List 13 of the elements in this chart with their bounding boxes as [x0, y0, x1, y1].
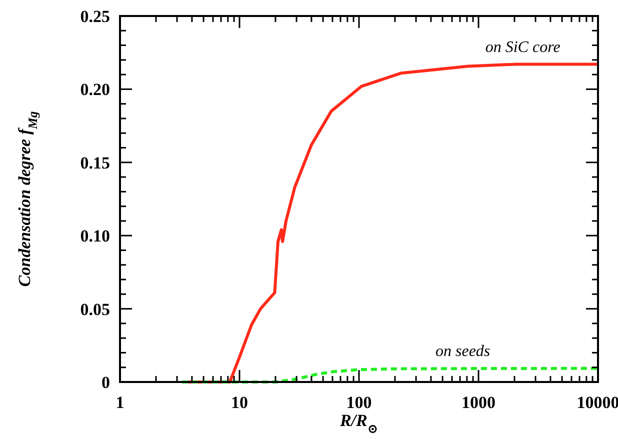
y-tick-label: 0	[102, 372, 110, 392]
x-tick-label: 1	[116, 393, 124, 412]
y-tick-label: 0.25	[80, 6, 110, 26]
y-tick-label: 0.15	[80, 153, 110, 172]
y-tick-label: 0.05	[80, 300, 110, 319]
y-tick-label: 0.20	[80, 80, 110, 100]
x-tick-label: 1000	[462, 393, 496, 412]
y-tick-label: 0.10	[80, 226, 110, 246]
x-tick-label: 10	[231, 393, 248, 412]
series-label: on seeds	[436, 342, 490, 360]
series-label: on SiC core	[485, 38, 560, 56]
x-axis-title: R/R$_{⊙}$	[338, 411, 378, 436]
x-tick-label: 100	[346, 393, 372, 412]
